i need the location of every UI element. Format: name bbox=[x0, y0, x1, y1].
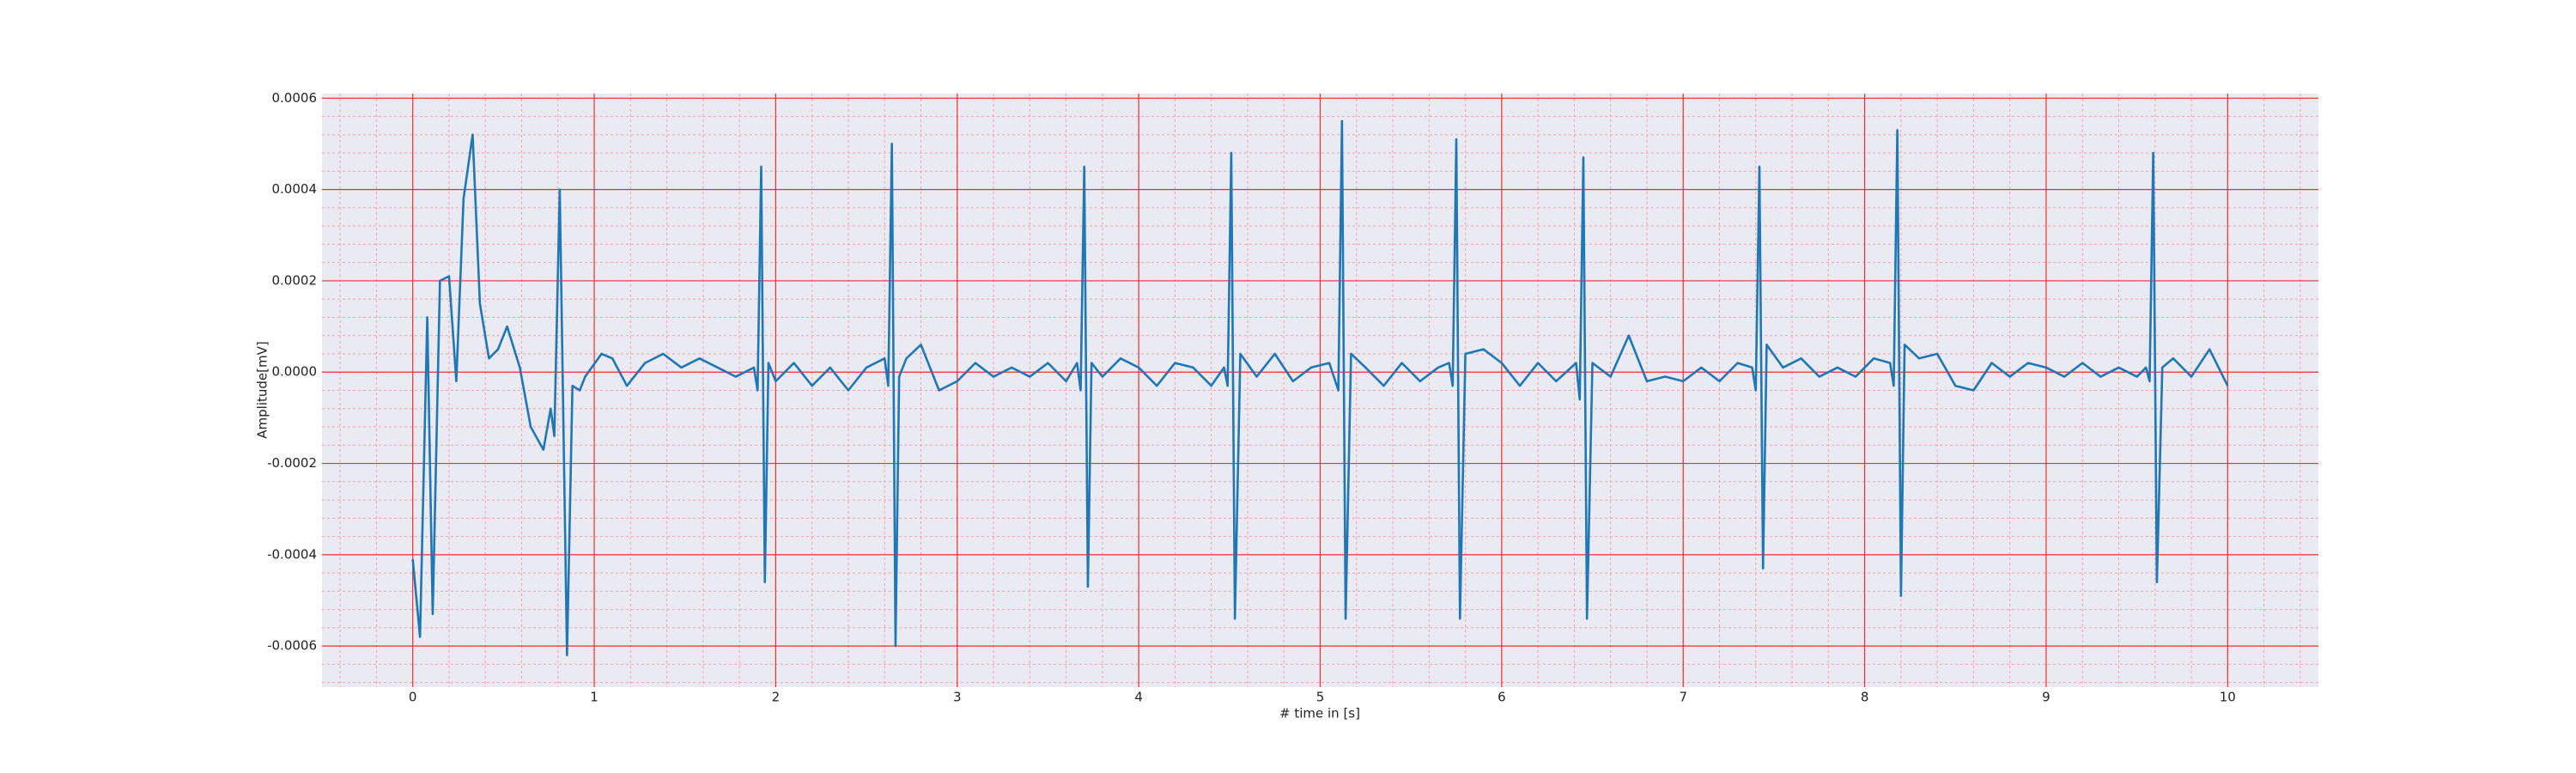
x-tick-label: 5 bbox=[1316, 690, 1325, 705]
x-tick-label: 8 bbox=[1861, 690, 1869, 705]
x-tick-label: 9 bbox=[2042, 690, 2050, 705]
data-lines bbox=[411, 119, 2229, 657]
y-tick-label: 0.0002 bbox=[272, 272, 318, 288]
x-tick-label: 7 bbox=[1679, 690, 1687, 705]
y-tick-label: 0.0006 bbox=[272, 90, 318, 106]
y-tick-label: 0.0000 bbox=[272, 364, 318, 380]
y-tick-label: -0.0006 bbox=[267, 638, 317, 654]
x-tick-label: 1 bbox=[590, 690, 598, 705]
x-tick-label: 0 bbox=[409, 690, 417, 705]
x-axis-label: # time in [s] bbox=[1279, 706, 1360, 721]
tick-labels: 0 1 2 3 4 5 6 7 8 9 10 -0.0006 -0.0004 -0.0002 0.0000 0… bbox=[267, 90, 2236, 705]
ecg-line bbox=[411, 119, 2229, 657]
y-axis-label: Amplitude[mV] bbox=[255, 341, 270, 438]
x-tick-label: 10 bbox=[2220, 690, 2236, 705]
y-tick-label: 0.0004 bbox=[272, 181, 318, 197]
y-tick-label: -0.0004 bbox=[267, 546, 317, 562]
major-grid bbox=[322, 94, 2318, 687]
x-tick-label: 4 bbox=[1134, 690, 1143, 705]
x-tick-label: 2 bbox=[772, 690, 781, 705]
y-tick-label: -0.0002 bbox=[267, 455, 317, 471]
x-tick-label: 6 bbox=[1498, 690, 1506, 705]
x-tick-label: 3 bbox=[953, 690, 962, 705]
